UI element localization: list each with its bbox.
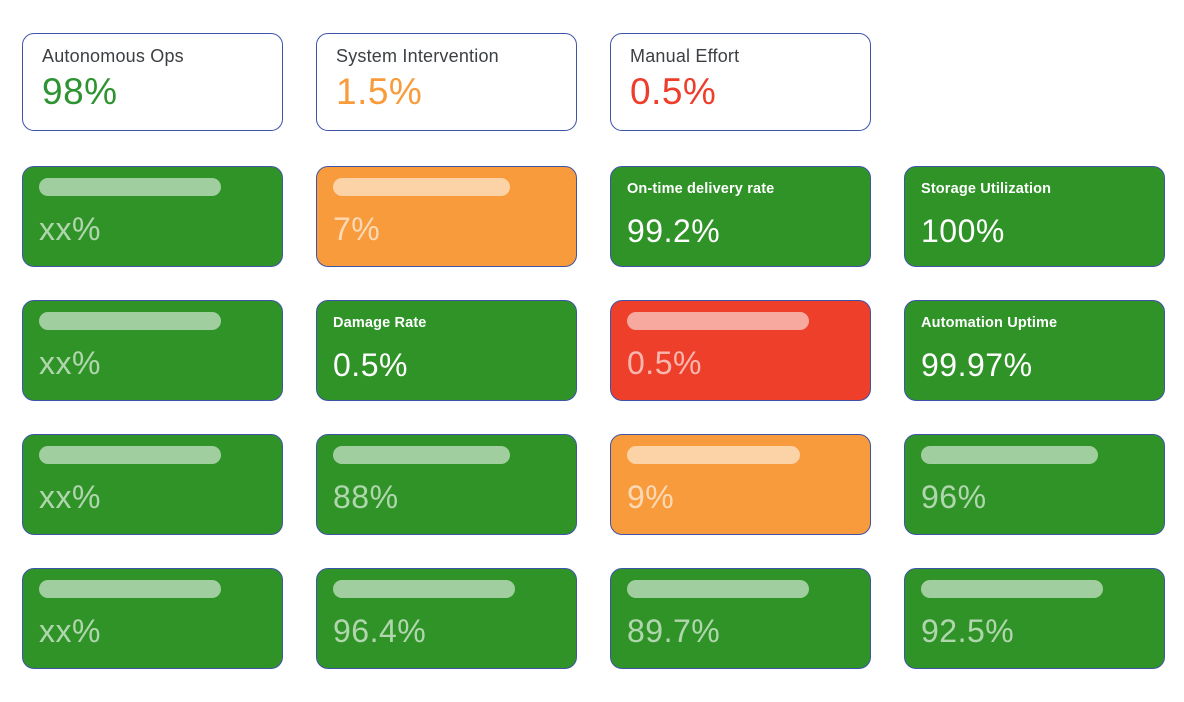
summary-card-label: Autonomous Ops	[42, 46, 184, 66]
metric-card-value: 0.5%	[333, 347, 408, 383]
metric-card: 7%	[316, 166, 577, 267]
metric-card-value: 7%	[333, 211, 381, 247]
metric-card: 96%	[904, 434, 1165, 535]
metric-card-value: 88%	[333, 479, 399, 515]
metric-card: 92.5%	[904, 568, 1165, 669]
metric-card: xx%	[22, 166, 283, 267]
metric-card: 96.4%	[316, 568, 577, 669]
metric-card: xx%	[22, 568, 283, 669]
metric-card-value: 0.5%	[627, 345, 702, 381]
metric-card: Damage Rate 0.5%	[316, 300, 577, 401]
summary-card-value: 98%	[42, 71, 118, 112]
metric-card-value: 92.5%	[921, 613, 1015, 649]
metric-card-value: 96%	[921, 479, 987, 515]
skeleton-bar	[333, 580, 515, 598]
summary-card-value: 1.5%	[336, 71, 423, 112]
metric-card: 89.7%	[610, 568, 871, 669]
skeleton-bar	[921, 446, 1099, 464]
metric-card: 9%	[610, 434, 871, 535]
skeleton-bar	[627, 312, 809, 330]
summary-card-label: Manual Effort	[630, 46, 740, 66]
skeleton-bar	[921, 580, 1103, 598]
summary-card-label: System Intervention	[336, 46, 499, 66]
summary-card-value: 0.5%	[630, 71, 717, 112]
skeleton-bar	[39, 580, 221, 598]
metric-card: On-time delivery rate 99.2%	[610, 166, 871, 267]
metric-card-label: Damage Rate	[333, 315, 427, 331]
metric-card-value: xx%	[39, 211, 101, 247]
skeleton-bar	[333, 178, 511, 196]
metric-card: 0.5%	[610, 300, 871, 401]
metric-card-value: xx%	[39, 479, 101, 515]
metric-card-label: On-time delivery rate	[627, 181, 775, 197]
metric-card-value: 99.97%	[921, 347, 1033, 383]
metric-card-value: 89.7%	[627, 613, 721, 649]
skeleton-bar	[333, 446, 511, 464]
metric-grid: xx% 7% On-time delivery rate 99.2% Storage U…	[22, 166, 1165, 669]
summary-card: Autonomous Ops 98%	[22, 33, 283, 131]
summary-card: System Intervention 1.5%	[316, 33, 577, 131]
metric-card: Automation Uptime 99.97%	[904, 300, 1165, 401]
metric-card: xx%	[22, 434, 283, 535]
metric-card: xx%	[22, 300, 283, 401]
metric-card-value: xx%	[39, 345, 101, 381]
summary-row: Autonomous Ops 98% System Intervention 1.5%…	[22, 33, 1165, 131]
metric-card: 88%	[316, 434, 577, 535]
metric-card-label: Automation Uptime	[921, 315, 1058, 331]
summary-card: Manual Effort 0.5%	[610, 33, 871, 131]
metric-card-value: xx%	[39, 613, 101, 649]
metric-card: Storage Utilization 100%	[904, 166, 1165, 267]
metric-card-value: 99.2%	[627, 213, 721, 249]
metric-card-label: Storage Utilization	[921, 181, 1052, 197]
skeleton-bar	[39, 446, 221, 464]
metric-card-value: 100%	[921, 213, 1005, 249]
skeleton-bar	[627, 580, 809, 598]
metric-card-value: 96.4%	[333, 613, 427, 649]
metric-card-value: 9%	[627, 479, 675, 515]
skeleton-bar	[627, 446, 800, 464]
skeleton-bar	[39, 178, 221, 196]
skeleton-bar	[39, 312, 221, 330]
